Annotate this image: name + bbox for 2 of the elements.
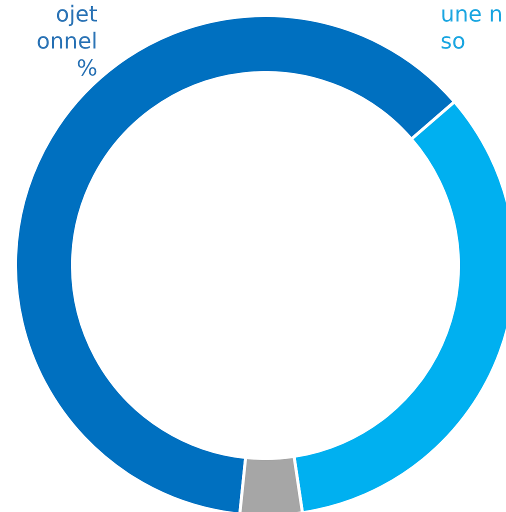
text: ojet onnel % bbox=[36, 2, 98, 82]
text: une n so bbox=[440, 2, 503, 54]
